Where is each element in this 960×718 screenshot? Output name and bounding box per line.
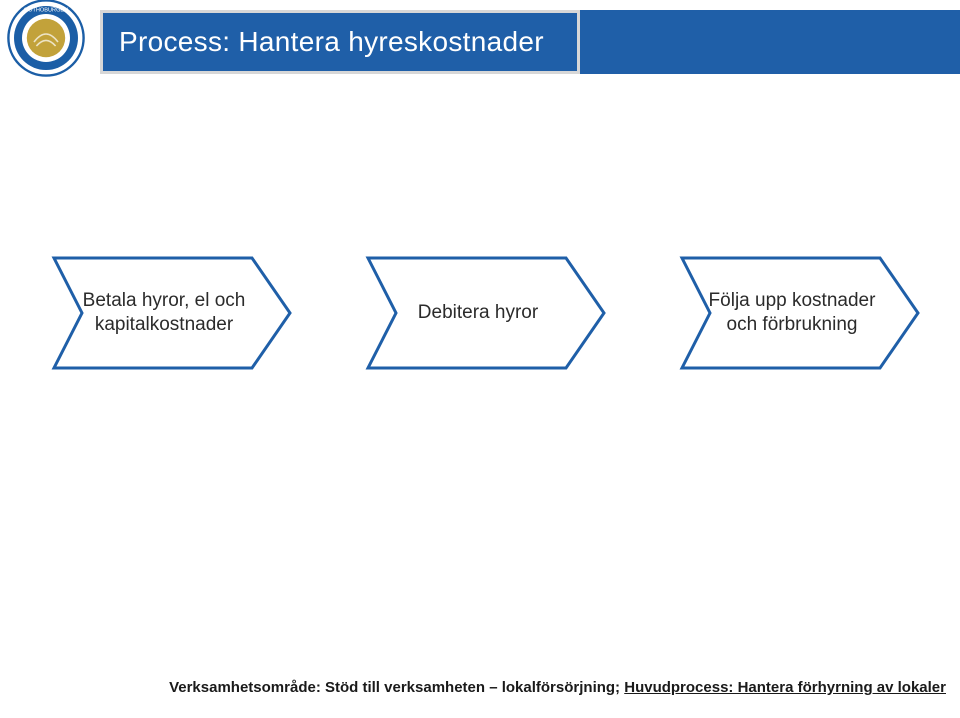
process-flow: Betala hyror, el och kapitalkostnader De… xyxy=(54,258,930,368)
flow-step-label: Betala hyror, el och kapitalkostnader xyxy=(74,258,254,368)
page: Process: Hantera hyreskostnader GOTHOBUR… xyxy=(0,0,960,718)
university-seal-icon: GOTHOBURGEN xyxy=(6,0,86,78)
footer-prefix: Verksamhetsområde: Stöd till verksamhete… xyxy=(169,679,624,696)
flow-step-betala: Betala hyror, el och kapitalkostnader xyxy=(54,258,290,368)
flow-step-debitera: Debitera hyror xyxy=(368,258,604,368)
footer-breadcrumb: Verksamhetsområde: Stöd till verksamhete… xyxy=(0,679,960,696)
svg-text:GOTHOBURGEN: GOTHOBURGEN xyxy=(24,8,68,14)
flow-step-folja: Följa upp kostnader och förbrukning xyxy=(682,258,918,368)
flow-step-label: Debitera hyror xyxy=(388,258,568,368)
footer-link[interactable]: Huvudprocess: Hantera förhyrning av loka… xyxy=(624,679,946,696)
flow-step-label: Följa upp kostnader och förbrukning xyxy=(702,258,882,368)
header-bar: Process: Hantera hyreskostnader xyxy=(100,10,960,74)
page-title: Process: Hantera hyreskostnader xyxy=(100,10,580,74)
